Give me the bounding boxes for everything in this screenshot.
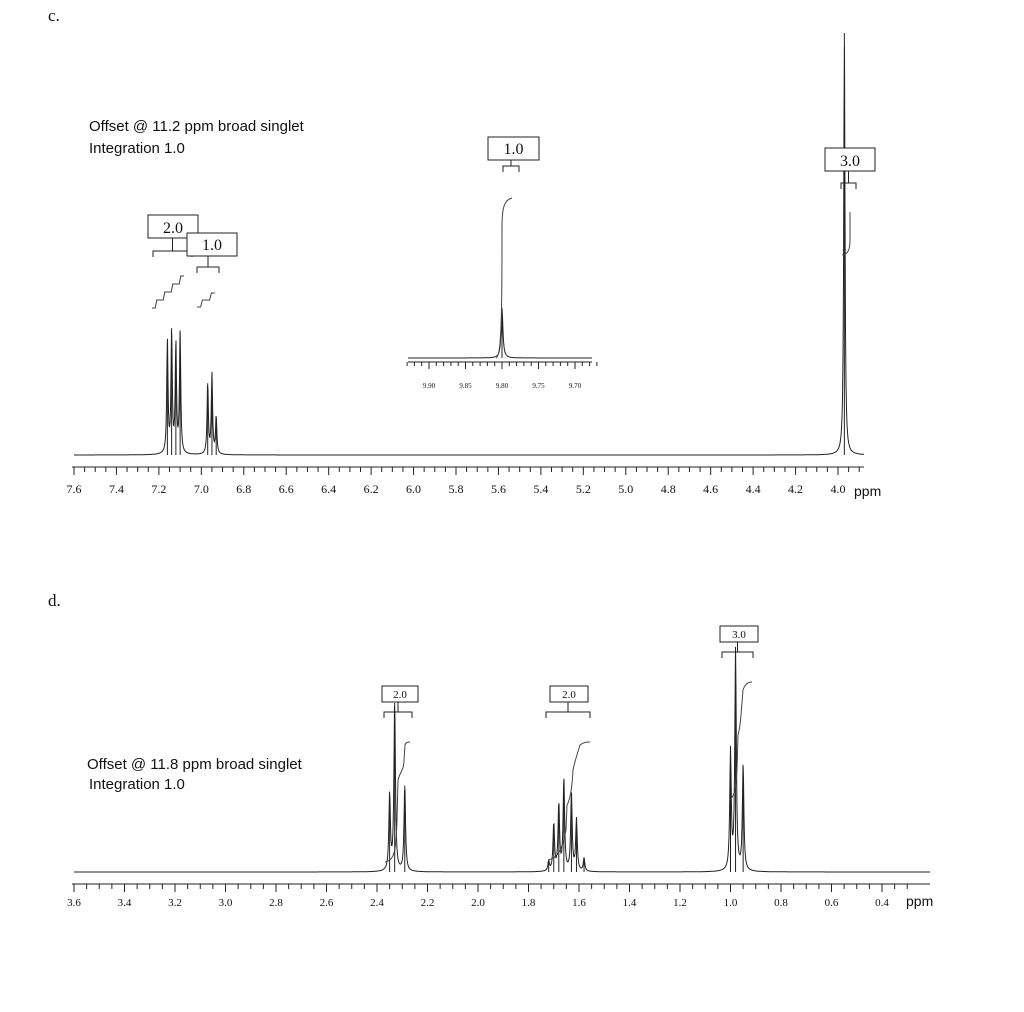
integral-curve: [729, 681, 753, 801]
c-tick-label: 7.6: [67, 482, 82, 496]
c-tick-label: 5.8: [449, 482, 464, 496]
panel-c-x-axis: 7.6 7.4 7.2 7.0 6.8 6.6 6.4 6.2 6.0 5.8 5.6 5.4 5.2 5…: [67, 466, 864, 496]
c-tick-label: 6.0: [406, 482, 421, 496]
integral-curve: [152, 275, 184, 309]
d-tick-label: 0.8: [774, 897, 788, 909]
c-tick-label: 4.4: [746, 482, 761, 496]
panel-c: c. Offset @ 11.2 ppm broad singlet Integ…: [48, 6, 881, 499]
panel-d-x-axis: 3.6 3.4 3.2 3.0 2.8 2.6 2.4 2.2 2.0 1.8 1.6 1.4 1.2 1…: [67, 883, 930, 909]
c-tick-label: 5.6: [491, 482, 506, 496]
d-tick-label: 1.6: [572, 897, 586, 909]
d-tick-label: 3.0: [219, 897, 233, 909]
integral-value: 3.0: [732, 629, 746, 641]
d-tick-label: 3.2: [168, 897, 182, 909]
d-tick-label: 1.2: [673, 897, 687, 909]
panel-c-integrals: 2.0 1.0 3.0: [147, 147, 876, 309]
c-tick-label: 4.2: [788, 482, 803, 496]
integral-bracket: [840, 171, 857, 189]
d-tick-label: 3.6: [67, 897, 81, 909]
integral-bracket: [152, 238, 193, 257]
c-tick-label: 4.6: [703, 482, 718, 496]
integral-bracket: [721, 642, 754, 658]
inset-tick-label: 9.80: [496, 382, 509, 390]
inset-integral-curve: [495, 197, 513, 359]
panel-d-integrals: 2.0 2.0 3.0: [381, 625, 759, 863]
panel-c-spectrum: [74, 33, 864, 456]
d-tick-label: 0.6: [825, 897, 839, 909]
panel-c-integration-note: Integration 1.0: [89, 140, 185, 157]
integral-curve: [197, 292, 215, 308]
c-tick-label: 4.0: [831, 482, 846, 496]
inset-integral-bracket: [502, 160, 520, 172]
d-tick-label: 2.6: [320, 897, 334, 909]
integral-value: 2.0: [163, 220, 183, 237]
panel-d-spectrum: [74, 646, 930, 873]
integral-value: 1.0: [202, 237, 222, 254]
panel-c-inset: 9.90 9.85 9.80 9.75 9.70 1.0: [406, 136, 598, 390]
d-tick-label: 2.8: [269, 897, 283, 909]
integral-box: [719, 625, 759, 643]
c-tick-label: 5.4: [533, 482, 548, 496]
integral-bracket: [196, 256, 220, 273]
inset-integral-box: [487, 136, 540, 161]
d-tick-label: 1.4: [623, 897, 637, 909]
integral-box: [824, 147, 876, 172]
d-tick-label: 3.4: [118, 897, 132, 909]
integral-box: [186, 232, 238, 257]
integral-box: [381, 685, 419, 703]
d-tick-label: 2.0: [471, 897, 485, 909]
inset-tick-label: 9.70: [569, 382, 582, 390]
integral-curve: [384, 741, 411, 863]
c-tick-label: 7.2: [151, 482, 166, 496]
integral-value: 2.0: [562, 689, 576, 701]
panel-c-axis-unit: ppm: [854, 483, 881, 499]
c-tick-label: 5.2: [576, 482, 591, 496]
panel-c-label: c.: [48, 6, 60, 25]
integral-value: 2.0: [393, 689, 407, 701]
integral-value: 3.0: [840, 153, 860, 170]
panel-c-offset-note: Offset @ 11.2 ppm broad singlet: [89, 118, 305, 135]
integral-box: [549, 685, 589, 703]
d-tick-label: 1.0: [724, 897, 738, 909]
c-tick-label: 7.4: [109, 482, 124, 496]
d-tick-label: 2.4: [370, 897, 384, 909]
c-tick-label: 4.8: [661, 482, 676, 496]
c-tick-label: 5.0: [618, 482, 633, 496]
panel-d-offset-note: Offset @ 11.8 ppm broad singlet: [87, 756, 303, 773]
c-tick-label: 6.4: [321, 482, 336, 496]
inset-spectrum-trace: [408, 308, 592, 359]
d-spectrum-trace: [74, 646, 930, 873]
panel-d-label: d.: [48, 591, 61, 610]
d-tick-label: 0.4: [875, 897, 889, 909]
c-tick-label: 6.6: [279, 482, 294, 496]
d-tick-label: 2.2: [421, 897, 435, 909]
integral-bracket: [545, 702, 591, 718]
c-tick-label: 6.8: [236, 482, 251, 496]
inset-tick-label: 9.85: [459, 382, 472, 390]
inset-tick-label: 9.90: [423, 382, 436, 390]
c-tick-label: 7.0: [194, 482, 209, 496]
panel-d-integration-note: Integration 1.0: [89, 776, 185, 793]
d-tick-label: 1.8: [522, 897, 536, 909]
panel-d: d. Offset @ 11.8 ppm broad singlet Integ…: [48, 591, 933, 909]
inset-tick-label: 9.75: [532, 382, 545, 390]
integral-curve: [841, 212, 851, 256]
c-spectrum-trace: [74, 46, 864, 456]
integral-bracket: [383, 702, 413, 718]
integral-curve: [547, 741, 591, 861]
inset-integral-value: 1.0: [504, 141, 524, 158]
c-tick-label: 6.2: [364, 482, 379, 496]
panel-d-axis-unit: ppm: [906, 893, 933, 909]
